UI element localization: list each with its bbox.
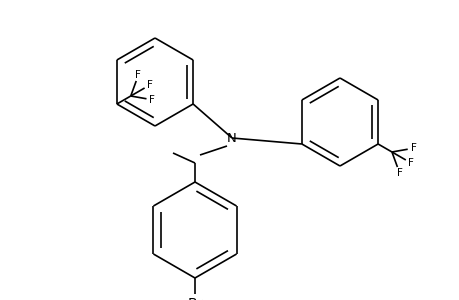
Text: F: F [396,168,402,178]
Text: F: F [135,70,141,80]
Text: F: F [146,80,152,90]
Text: F: F [410,143,416,153]
Text: N: N [227,131,236,145]
Text: F: F [149,95,155,105]
Text: F: F [407,158,413,168]
Text: Br: Br [187,297,202,300]
